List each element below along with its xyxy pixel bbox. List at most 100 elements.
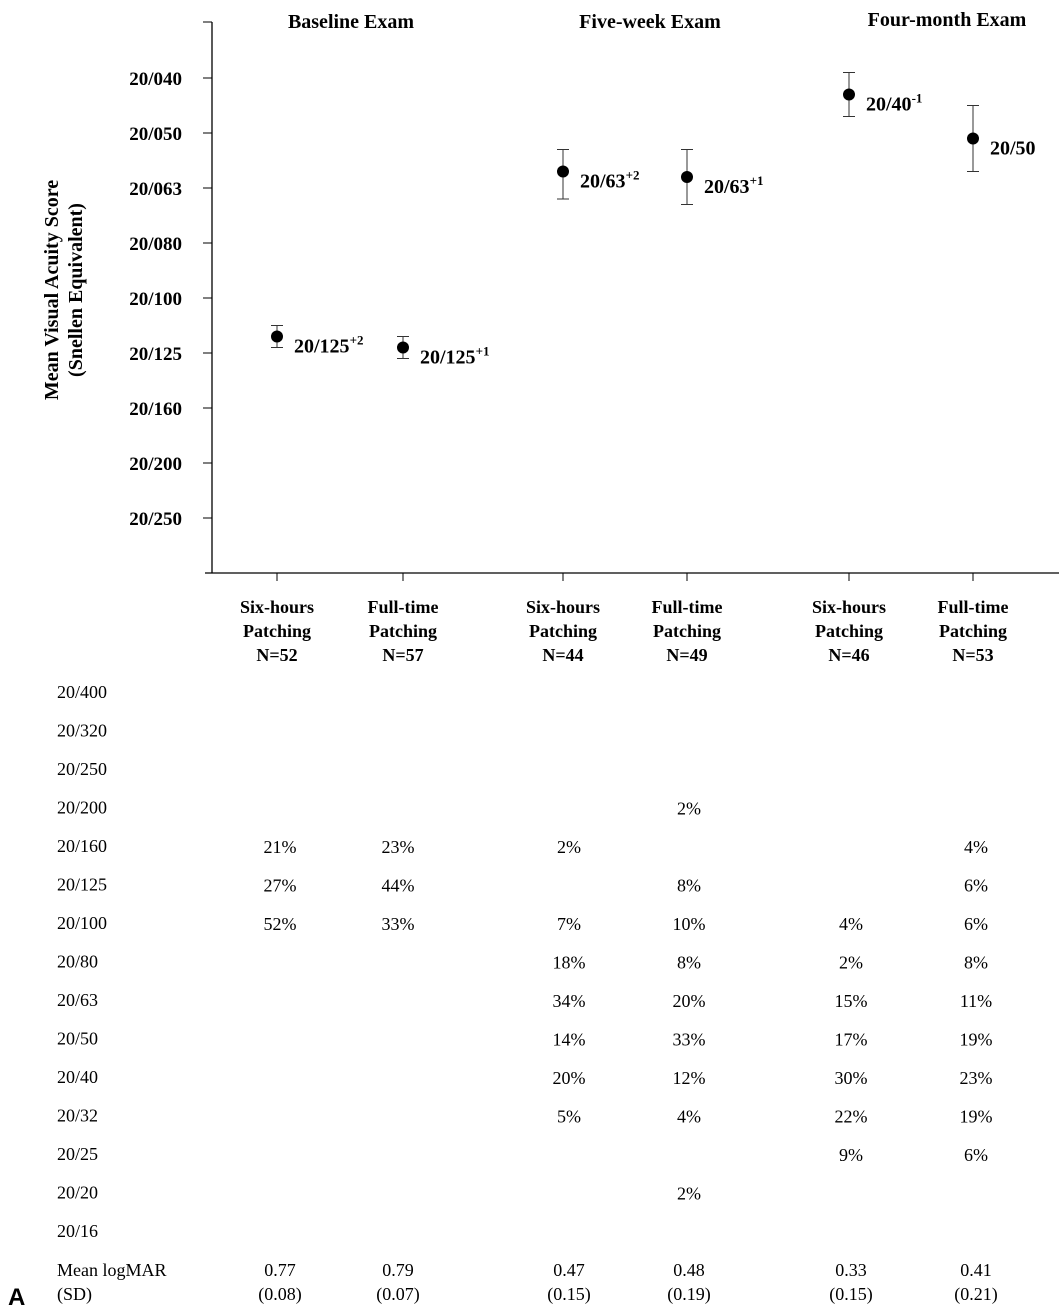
group-label-line: Patching (815, 621, 883, 641)
y-tick-group: 20/040 20/050 20/063 20/080 20/100 20/125 20/1… (129, 69, 212, 530)
mean-logmar-value: 0.41 (960, 1260, 992, 1280)
point-label: 20/125+1 (420, 344, 489, 369)
table-cell: 15% (835, 991, 868, 1011)
group-label-line: N=52 (256, 645, 297, 665)
sd-value: (0.07) (376, 1284, 420, 1305)
table-cell: 18% (553, 953, 586, 973)
table-cell: 2% (839, 953, 863, 973)
point-label: 20/125+2 (294, 333, 363, 358)
group-labels: Six-hours Patching N=52 Full-time Patching N=… (240, 597, 1009, 665)
table-cell: 8% (677, 876, 701, 896)
sd-value: (0.15) (547, 1284, 591, 1305)
data-point (681, 171, 693, 183)
table-cell: 34% (553, 991, 586, 1011)
table-cell: 2% (677, 1184, 701, 1204)
group-label-line: N=57 (382, 645, 423, 665)
mean-logmar-value: 0.77 (264, 1260, 296, 1280)
data-points-group: 20/125+2 20/125+1 20/63+2 20/63+1 20/40-1 20/… (271, 72, 1036, 369)
sd-value: (0.21) (954, 1284, 998, 1305)
table-cell: 8% (964, 953, 988, 973)
table-cell: 30% (835, 1068, 868, 1088)
distribution-table: 20/400 20/320 20/250 20/200 20/160 20/125 20/1… (57, 682, 998, 1305)
table-row-label: 20/200 (57, 798, 107, 818)
table-cell: 8% (677, 953, 701, 973)
table-cell: 21% (264, 837, 297, 857)
data-point (967, 132, 979, 145)
y-axis-title-line1: Mean Visual Acuity Score (41, 180, 63, 400)
y-tick-label: 20/100 (129, 289, 182, 310)
table-cell: 11% (960, 991, 992, 1011)
table-cell: 7% (557, 914, 581, 934)
table-cell: 6% (964, 1145, 988, 1165)
table-cell: 27% (264, 876, 297, 896)
exam-title-five-week: Five-week Exam (579, 11, 721, 33)
y-tick-label: 20/160 (129, 399, 182, 420)
table-cell: 23% (960, 1068, 993, 1088)
table-row-label: 20/320 (57, 721, 107, 741)
table-cell: 23% (382, 837, 415, 857)
sd-value: (0.19) (667, 1284, 711, 1305)
table-cell: 10% (673, 914, 706, 934)
exam-title-four-month: Four-month Exam (868, 9, 1027, 31)
group-label-line: Six-hours (526, 597, 600, 617)
table-cell: 19% (960, 1030, 993, 1050)
y-tick-label: 20/125 (129, 344, 182, 365)
table-row-label: 20/20 (57, 1183, 98, 1203)
table-cell: 20% (553, 1068, 586, 1088)
point-label: 20/40-1 (866, 91, 922, 116)
x-tick-group (276, 573, 974, 581)
data-point (557, 165, 569, 178)
exam-title-baseline: Baseline Exam (288, 11, 414, 33)
group-label-line: Six-hours (812, 597, 886, 617)
y-tick-label: 20/080 (129, 234, 182, 255)
table-row-label: 20/100 (57, 913, 107, 933)
table-cell: 33% (382, 914, 415, 934)
group-label-line: N=53 (952, 645, 993, 665)
point-label: 20/63+1 (704, 173, 763, 198)
sd-value: (0.08) (258, 1284, 302, 1305)
table-cell: 4% (677, 1107, 701, 1127)
table-cell: 6% (964, 876, 988, 896)
y-tick-label: 20/200 (129, 454, 182, 475)
point-label: 20/50 (990, 138, 1036, 160)
table-row-label: 20/63 (57, 990, 98, 1010)
group-label-line: Six-hours (240, 597, 314, 617)
table-cell: 6% (964, 914, 988, 934)
table-row-label: 20/32 (57, 1106, 98, 1126)
summary-label-sd: (SD) (57, 1284, 92, 1305)
mean-logmar-value: 0.33 (835, 1260, 867, 1280)
table-cell: 22% (835, 1107, 868, 1127)
table-row-label: 20/40 (57, 1067, 98, 1087)
group-label-line: N=44 (542, 645, 583, 665)
group-label-line: Patching (369, 621, 437, 641)
table-cell: 19% (960, 1107, 993, 1127)
data-point (397, 341, 409, 354)
table-row-label: 20/80 (57, 952, 98, 972)
table-cell: 5% (557, 1107, 581, 1127)
group-label-line: Full-time (652, 597, 723, 617)
table-row-label: 20/25 (57, 1144, 98, 1164)
y-tick-label: 20/040 (129, 69, 182, 90)
table-row-label: 20/250 (57, 759, 107, 779)
group-label-line: Patching (939, 621, 1007, 641)
y-tick-label: 20/063 (129, 179, 182, 200)
group-label-line: Full-time (938, 597, 1009, 617)
table-cell: 4% (839, 914, 863, 934)
group-label-line: N=49 (666, 645, 707, 665)
point-label: 20/63+2 (580, 168, 639, 193)
table-cell: 14% (553, 1030, 586, 1050)
table-cell: 9% (839, 1145, 863, 1165)
mean-logmar-value: 0.48 (673, 1260, 705, 1280)
y-tick-label: 20/050 (129, 124, 182, 145)
table-cell: 4% (964, 837, 988, 857)
table-row-label: 20/16 (57, 1221, 98, 1241)
table-row-label: 20/50 (57, 1029, 98, 1049)
table-cell: 2% (557, 837, 581, 857)
table-cell: 44% (382, 876, 415, 896)
table-cell: 17% (835, 1030, 868, 1050)
group-label-line: Patching (653, 621, 721, 641)
data-point (271, 330, 283, 343)
table-cell: 12% (673, 1068, 706, 1088)
table-row-label: 20/400 (57, 682, 107, 702)
y-tick-label: 20/250 (129, 509, 182, 530)
